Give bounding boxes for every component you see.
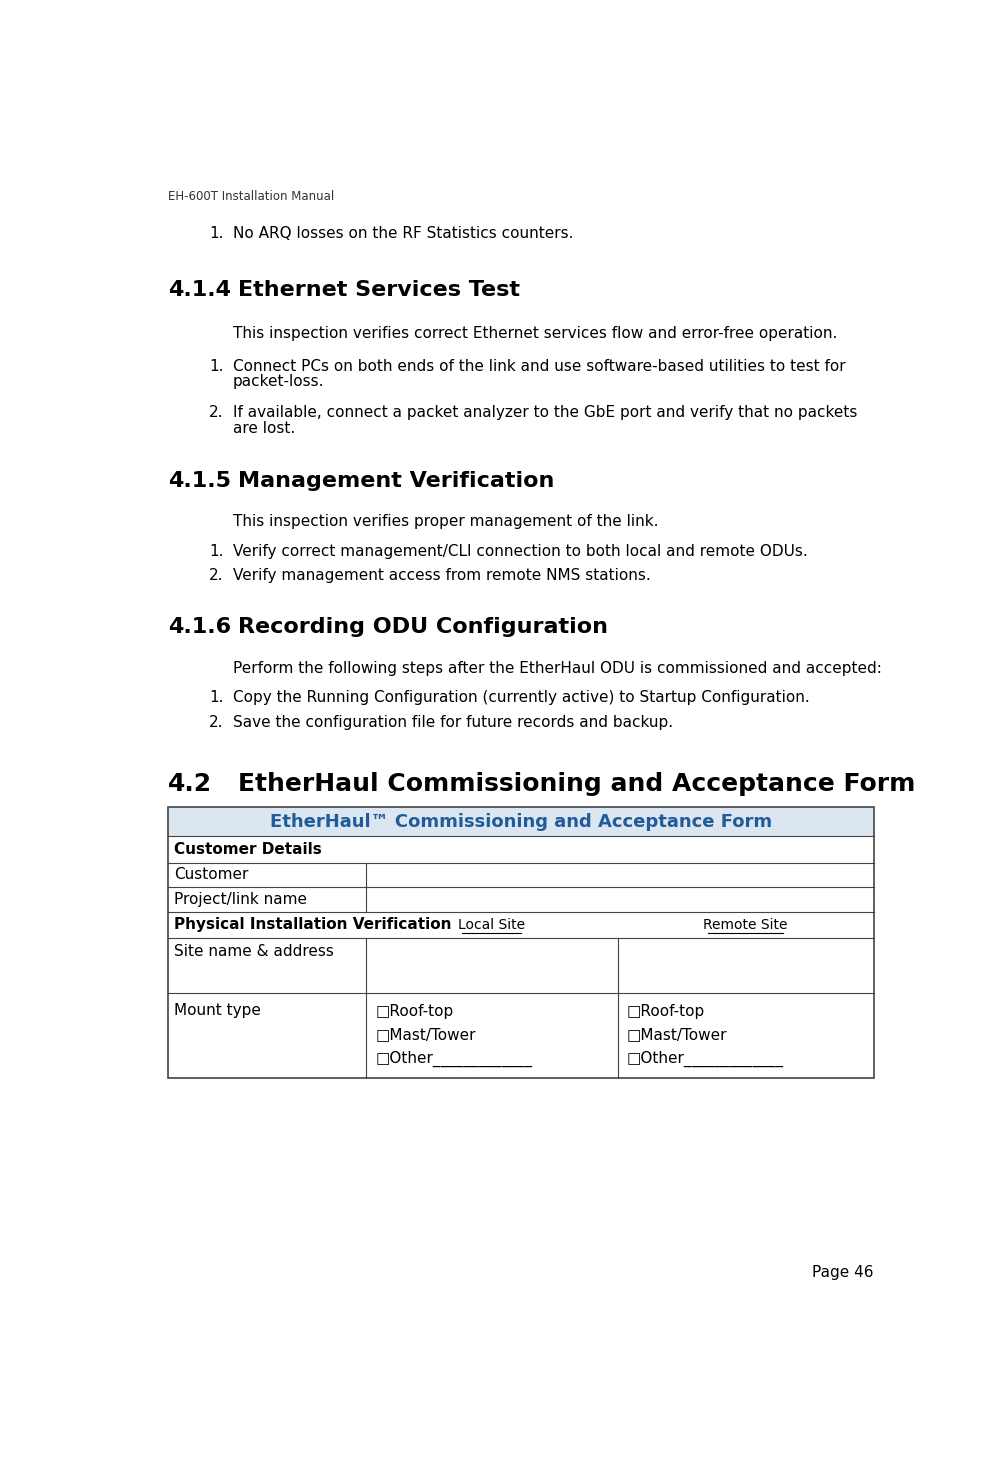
Text: Copy the Running Configuration (currently active) to Startup Configuration.: Copy the Running Configuration (currentl… (232, 690, 809, 706)
Text: Project/link name: Project/link name (175, 892, 308, 908)
Text: Verify management access from remote NMS stations.: Verify management access from remote NMS… (232, 568, 650, 583)
Text: Connect PCs on both ends of the link and use software-based utilities to test fo: Connect PCs on both ends of the link and… (232, 359, 845, 373)
Text: 1.: 1. (209, 690, 224, 706)
Text: □Roof-top: □Roof-top (375, 1004, 453, 1019)
Text: This inspection verifies proper management of the link.: This inspection verifies proper manageme… (232, 514, 658, 530)
Text: Verify correct management/CLI connection to both local and remote ODUs.: Verify correct management/CLI connection… (232, 543, 807, 559)
Text: 2.: 2. (209, 568, 224, 583)
Text: Physical Installation Verification: Physical Installation Verification (175, 918, 452, 933)
Text: 1.: 1. (209, 225, 224, 240)
Text: 1.: 1. (209, 543, 224, 559)
Text: Ethernet Services Test: Ethernet Services Test (238, 280, 520, 300)
Text: If available, connect a packet analyzer to the GbE port and verify that no packe: If available, connect a packet analyzer … (232, 406, 857, 420)
Text: 2.: 2. (209, 406, 224, 420)
Text: Recording ODU Configuration: Recording ODU Configuration (238, 616, 608, 637)
Text: □Other_____________: □Other_____________ (375, 1050, 533, 1067)
Text: Save the configuration file for future records and backup.: Save the configuration file for future r… (232, 714, 672, 729)
Text: Local Site: Local Site (458, 918, 526, 933)
Text: 1.: 1. (209, 359, 224, 373)
Text: EtherHaul™ Commissioning and Acceptance Form: EtherHaul™ Commissioning and Acceptance … (269, 813, 772, 830)
Text: □Mast/Tower: □Mast/Tower (375, 1028, 475, 1042)
Text: Site name & address: Site name & address (175, 944, 335, 959)
Text: EH-600T Installation Manual: EH-600T Installation Manual (168, 189, 335, 202)
Text: Management Verification: Management Verification (238, 470, 555, 490)
Text: 4.1.5: 4.1.5 (168, 470, 231, 490)
Text: Page 46: Page 46 (812, 1265, 873, 1280)
Text: are lost.: are lost. (232, 420, 294, 436)
Text: 4.2: 4.2 (168, 773, 212, 796)
Bar (168, 807, 873, 836)
Text: Customer: Customer (175, 867, 249, 883)
Text: No ARQ losses on the RF Statistics counters.: No ARQ losses on the RF Statistics count… (232, 225, 573, 240)
Text: Perform the following steps after the EtherHaul ODU is commissioned and accepted: Perform the following steps after the Et… (232, 660, 881, 676)
Text: Customer Details: Customer Details (175, 842, 323, 856)
Text: EtherHaul Commissioning and Acceptance Form: EtherHaul Commissioning and Acceptance F… (238, 773, 916, 796)
Text: 2.: 2. (209, 714, 224, 729)
Bar (168, 807, 873, 1078)
Text: Mount type: Mount type (175, 1003, 261, 1017)
Text: □Other_____________: □Other_____________ (627, 1050, 784, 1067)
Text: □Mast/Tower: □Mast/Tower (627, 1028, 728, 1042)
Text: This inspection verifies correct Ethernet services flow and error-free operation: This inspection verifies correct Etherne… (232, 326, 837, 341)
Text: packet-loss.: packet-loss. (232, 375, 324, 389)
Text: 4.1.6: 4.1.6 (168, 616, 231, 637)
Text: Remote Site: Remote Site (704, 918, 788, 933)
Text: □Roof-top: □Roof-top (627, 1004, 706, 1019)
Text: 4.1.4: 4.1.4 (168, 280, 231, 300)
